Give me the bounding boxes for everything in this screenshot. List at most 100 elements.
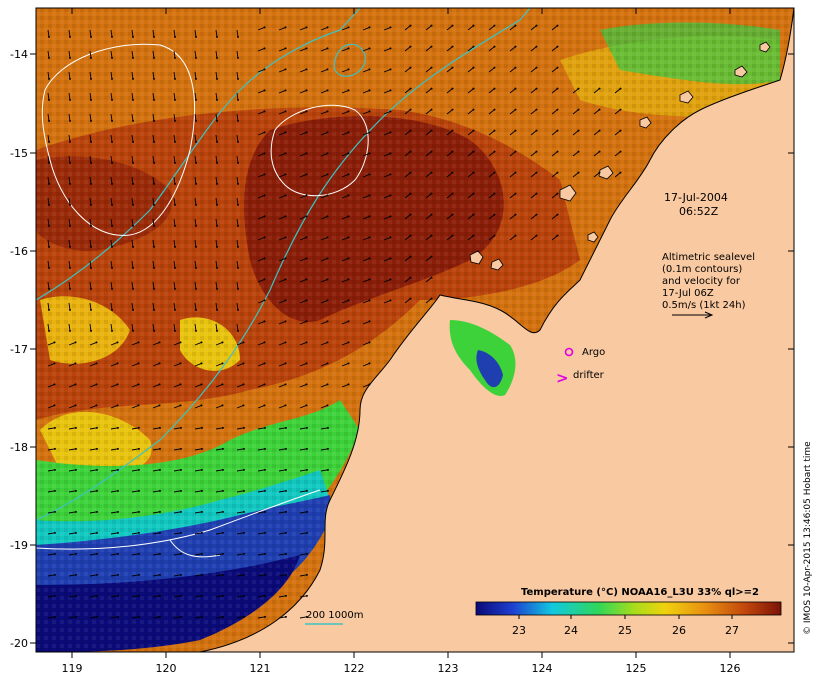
velocity-arrow-head [556, 150, 559, 153]
velocity-arrow [215, 218, 218, 226]
velocity-arrow [425, 172, 432, 178]
velocity-arrow [110, 616, 118, 619]
velocity-arrow [278, 362, 286, 367]
velocity-arrow-head [173, 203, 176, 206]
velocity-arrow-head [131, 161, 134, 164]
velocity-arrow [131, 362, 139, 367]
velocity-arrow [530, 151, 537, 157]
velocity-arrow-head [158, 447, 161, 450]
velocity-arrow-head [47, 119, 50, 122]
velocity-arrow [131, 448, 139, 451]
velocity-arrow [614, 151, 621, 157]
velocity-arrow [509, 193, 516, 199]
velocity-arrow [278, 511, 286, 514]
velocity-arrow [194, 239, 197, 247]
velocity-arrow-head [409, 213, 412, 216]
velocity-arrow [551, 130, 558, 136]
velocity-arrow-head [89, 287, 92, 290]
velocity-arrow [278, 257, 286, 262]
velocity-arrow [299, 383, 307, 388]
altimetry-line-4: 17-Jul 06Z [662, 288, 714, 299]
velocity-arrow-head [53, 615, 56, 618]
velocity-arrow-head [47, 98, 50, 101]
velocity-arrow-head [131, 98, 134, 101]
velocity-arrow [194, 383, 202, 388]
velocity-arrow-head [493, 66, 496, 69]
velocity-arrow-head [535, 192, 538, 195]
velocity-arrow-head [116, 510, 119, 513]
velocity-arrow-head [47, 77, 50, 80]
velocity-arrow-head [326, 362, 329, 365]
velocity-arrow-head [242, 573, 245, 576]
velocity-arrow [299, 553, 307, 556]
velocity-arrow [425, 25, 432, 31]
velocity-arrow [89, 323, 92, 331]
velocity-arrow [68, 197, 71, 205]
velocity-arrow-head [53, 573, 56, 576]
velocity-arrow [194, 362, 202, 367]
colorbar-tick-label: 26 [672, 624, 686, 637]
velocity-arrow-head [89, 266, 92, 269]
velocity-arrow-head [263, 552, 266, 555]
velocity-arrow-head [221, 489, 224, 492]
velocity-arrow-head [556, 192, 559, 195]
velocity-arrow [257, 490, 265, 493]
velocity-arrow-head [89, 35, 92, 38]
velocity-arrow-head [284, 468, 287, 471]
velocity-arrow-head [131, 203, 134, 206]
velocity-arrow [425, 277, 432, 283]
velocity-arrow [215, 383, 223, 388]
velocity-arrow [89, 595, 97, 598]
velocity-arrow-head [215, 182, 218, 185]
velocity-arrow [572, 172, 579, 178]
velocity-arrow-head [179, 489, 182, 492]
velocity-arrow [68, 260, 71, 268]
velocity-arrow-head [263, 594, 266, 597]
velocity-arrow [278, 595, 286, 598]
velocity-arrow-head [137, 573, 140, 576]
velocity-arrow [341, 131, 349, 136]
velocity-arrow-head [200, 510, 203, 513]
velocity-arrow [341, 299, 349, 304]
velocity-arrow [215, 92, 218, 100]
velocity-arrow [110, 50, 113, 58]
velocity-arrow [299, 152, 307, 157]
velocity-arrow [383, 215, 391, 220]
velocity-arrow-head [514, 171, 517, 174]
velocity-arrow-head [47, 35, 50, 38]
timestamp-date: 17-Jul-2004 [664, 191, 728, 204]
velocity-arrow-head [368, 26, 371, 29]
velocity-arrow [551, 88, 558, 94]
velocity-arrow [173, 134, 176, 142]
velocity-arrow-head [347, 110, 350, 113]
velocity-arrow [173, 511, 181, 514]
velocity-arrow-head [95, 594, 98, 597]
velocity-arrow [299, 68, 307, 73]
velocity-arrow-head [305, 236, 308, 239]
velocity-arrow-head [89, 329, 92, 332]
velocity-arrow [173, 427, 181, 430]
velocity-arrow-head [263, 89, 266, 92]
velocity-arrow-head [514, 66, 517, 69]
velocity-arrow-head [577, 129, 580, 132]
velocity-arrow [299, 574, 307, 577]
velocity-arrow [236, 383, 244, 388]
velocity-arrow-head [368, 89, 371, 92]
velocity-arrow [68, 616, 76, 619]
altimetry-line-5: 0.5m/s (1kt 24h) [662, 300, 746, 311]
velocity-arrow-head [194, 161, 197, 164]
velocity-arrow [89, 616, 97, 619]
velocity-arrow-head [221, 426, 224, 429]
velocity-arrow-head [326, 278, 329, 281]
velocity-arrow-head [215, 308, 218, 311]
velocity-arrow [152, 490, 160, 493]
velocity-arrow [593, 172, 600, 178]
velocity-arrow-head [47, 224, 50, 227]
velocity-arrow [110, 469, 118, 472]
velocity-arrow-head [326, 341, 329, 344]
velocity-arrow [572, 130, 579, 136]
velocity-arrow [299, 110, 307, 115]
velocity-arrow-head [110, 245, 113, 248]
velocity-arrow-head [284, 131, 287, 134]
velocity-arrow-head [152, 224, 155, 227]
